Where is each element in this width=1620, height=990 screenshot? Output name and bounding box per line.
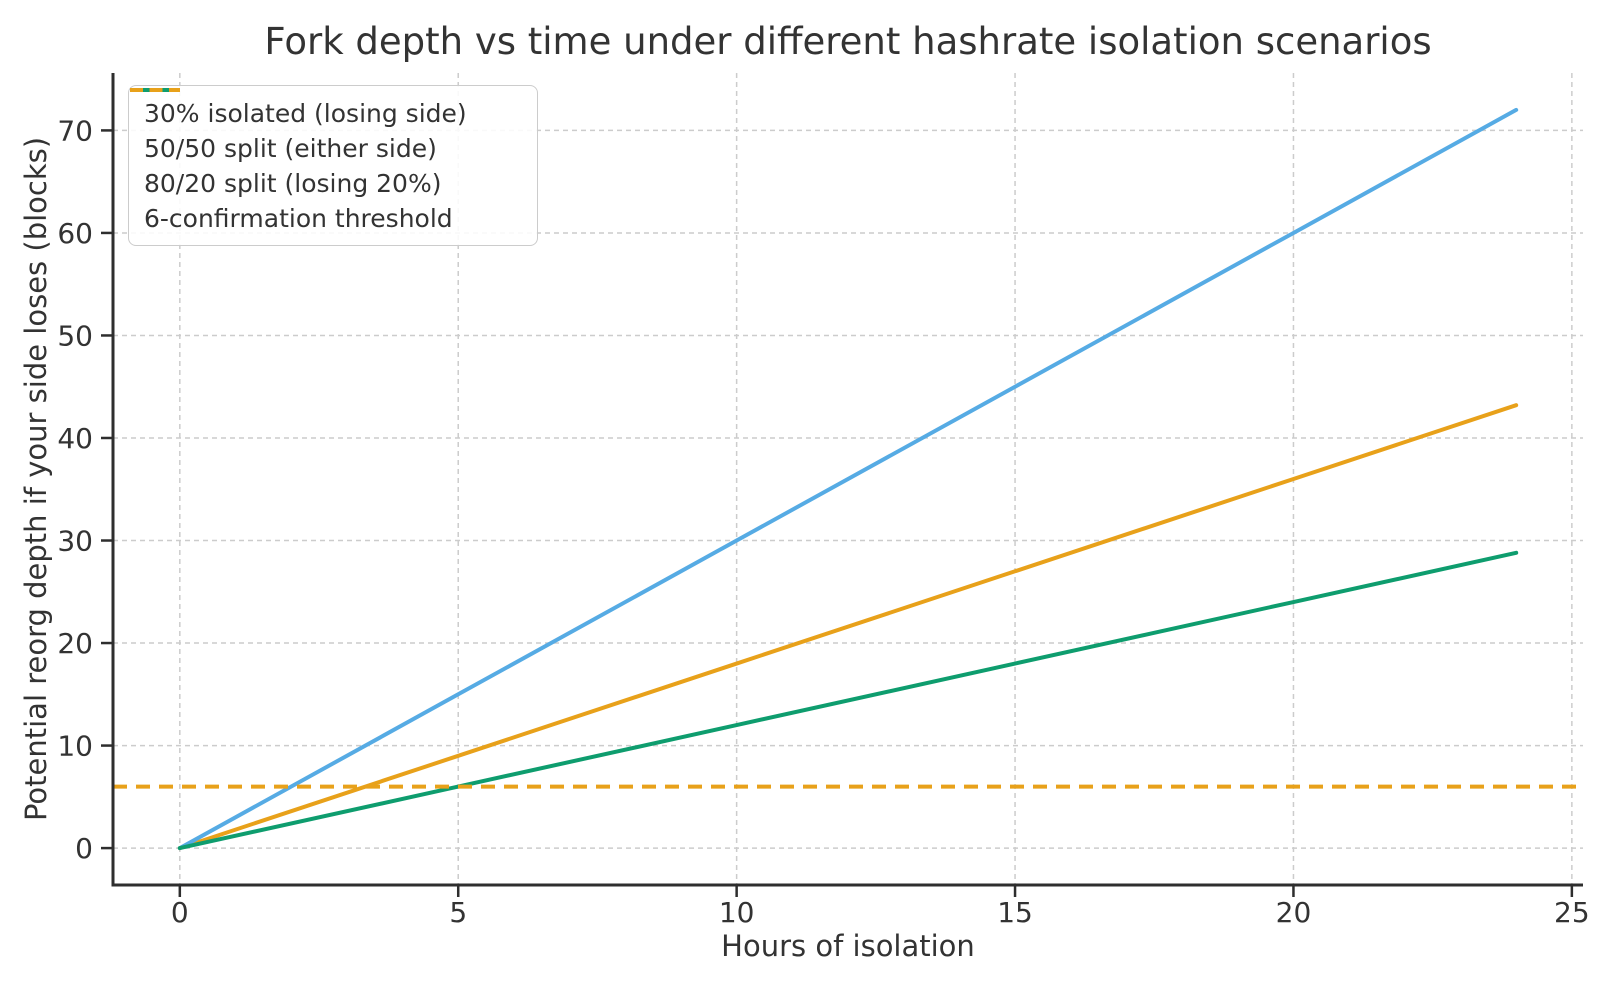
y-tick-label: 70 — [57, 114, 93, 147]
tick-marks — [101, 129, 1574, 897]
axes-spines — [111, 73, 1583, 887]
legend: 30% isolated (losing side) 50/50 split (e… — [128, 85, 538, 246]
y-tick-label: 0 — [75, 832, 93, 865]
x-tick-label: 0 — [171, 896, 189, 929]
x-tick-label: 20 — [1276, 896, 1312, 929]
y-axis-label: Potential reorg depth if your side loses… — [19, 137, 53, 821]
y-tick-label: 50 — [57, 319, 93, 352]
y-tick-label: 40 — [57, 422, 93, 455]
y-tick-label: 10 — [57, 730, 93, 763]
legend-label: 6-confirmation threshold — [144, 203, 453, 233]
legend-label: 80/20 split (losing 20%) — [144, 168, 442, 198]
legend-label: 50/50 split (either side) — [144, 133, 437, 163]
x-tick-label: 5 — [449, 896, 467, 929]
x-tick-label: 25 — [1554, 896, 1590, 929]
legend-item: 30% isolated (losing side) — [130, 88, 519, 129]
y-tick-label: 30 — [57, 525, 93, 558]
legend-item: 80/20 split (losing 20%) — [130, 88, 519, 199]
x-tick-label: 15 — [997, 896, 1033, 929]
y-tick-label: 60 — [57, 217, 93, 250]
tick-labels: 0 5 10 15 20 25 0 10 20 30 40 50 60 70 — [57, 114, 1589, 929]
series-lines — [113, 107, 1583, 851]
legend-item: 6-confirmation threshold — [130, 88, 519, 234]
series-line-1 — [177, 107, 1519, 851]
legend-item: 50/50 split (either side) — [130, 88, 519, 164]
x-axis-label: Hours of isolation — [721, 929, 975, 963]
y-tick-label: 20 — [57, 627, 93, 660]
series-line-0 — [177, 403, 1519, 851]
x-tick-label: 10 — [719, 896, 755, 929]
legend-label: 30% isolated (losing side) — [144, 98, 467, 128]
legend-swatch-line-icon — [130, 88, 180, 92]
series-line-2 — [177, 550, 1519, 851]
chart-title: Fork depth vs time under different hashr… — [264, 20, 1431, 63]
